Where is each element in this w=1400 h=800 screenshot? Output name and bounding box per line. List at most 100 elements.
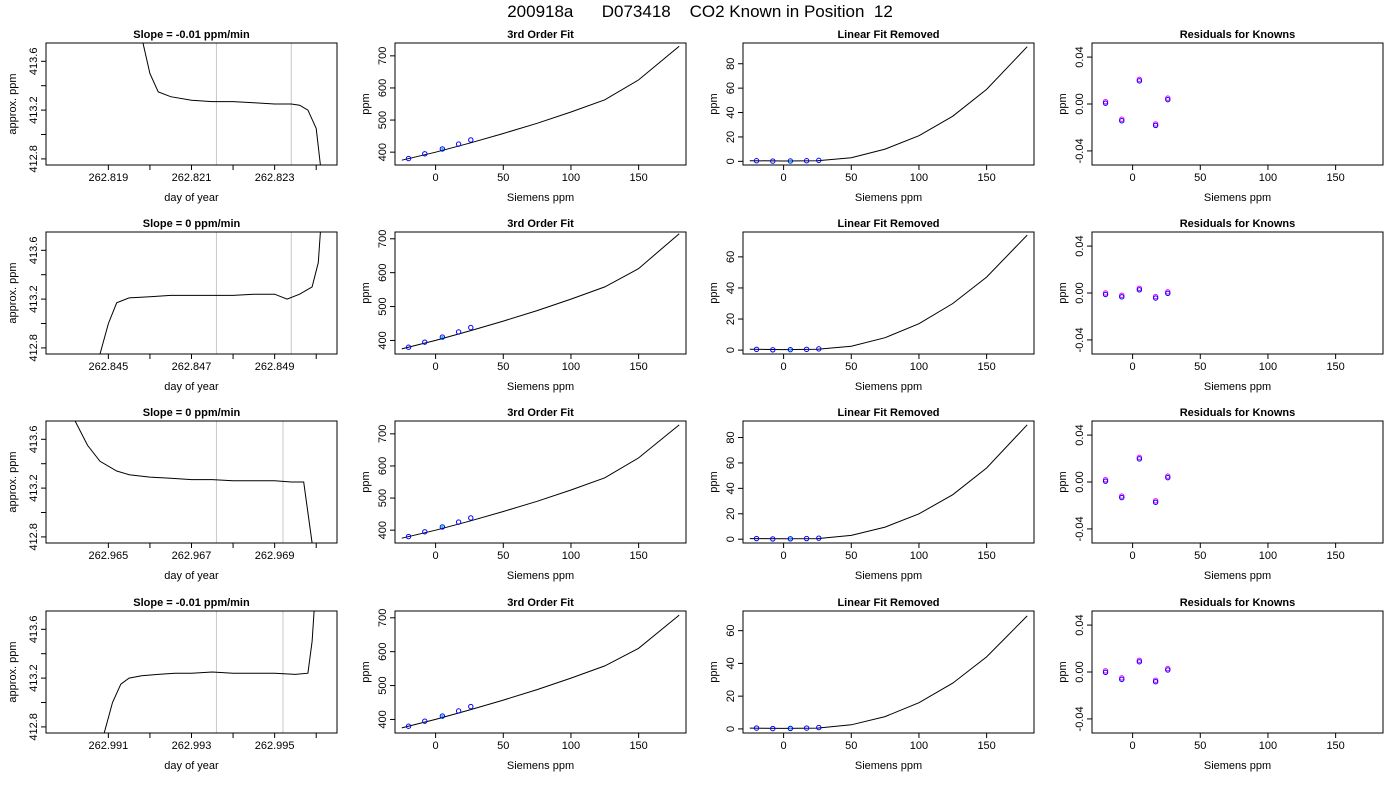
data-point xyxy=(1102,669,1109,676)
y-tick-label: 20 xyxy=(725,313,737,325)
x-tick-label: 100 xyxy=(1259,740,1277,752)
y-tick-label: 500 xyxy=(377,111,389,129)
y-tick-label: -0.04 xyxy=(1074,706,1086,731)
x-axis-label: day of year xyxy=(164,570,219,582)
y-tick-label: 20 xyxy=(725,690,737,702)
plot-frame xyxy=(45,231,338,355)
chart-panel-r1c1: 3rd Order Fit 0 50 100 150 400 500 600 700 Siemen… xyxy=(360,218,687,393)
x-tick-label: 150 xyxy=(977,740,995,752)
x-tick-label: 50 xyxy=(497,740,509,752)
data-point xyxy=(753,535,760,542)
data-point xyxy=(439,334,446,340)
x-axis-label: Siemens ppm xyxy=(507,192,574,204)
y-tick-label: 600 xyxy=(377,79,389,97)
y-tick-label: -0.04 xyxy=(1074,327,1086,352)
x-axis-label: Siemens ppm xyxy=(855,381,922,393)
plot-area xyxy=(142,43,321,165)
data-point xyxy=(787,536,794,542)
x-tick-label: 150 xyxy=(629,740,647,752)
chart-title: Linear Fit Removed xyxy=(837,29,939,41)
x-axis-label: day of year xyxy=(164,381,219,393)
x-tick-label: 150 xyxy=(1326,361,1344,373)
data-point xyxy=(405,723,412,729)
x-axis-label: Siemens ppm xyxy=(855,570,922,582)
y-tick-label: 400 xyxy=(377,710,389,728)
fit-curve xyxy=(749,234,1028,351)
plot-area xyxy=(749,615,1028,732)
y-tick-label: 0.00 xyxy=(1074,661,1086,682)
x-axis-label: Siemens ppm xyxy=(507,760,574,772)
y-axis-label: approx. ppm xyxy=(7,451,19,512)
y-axis-label: approx. ppm xyxy=(7,73,19,134)
series-line xyxy=(99,232,321,354)
data-point xyxy=(1136,456,1143,462)
x-tick-label: 100 xyxy=(1259,361,1277,373)
data-point xyxy=(787,346,794,353)
x-tick-label: 100 xyxy=(1259,550,1277,562)
data-point xyxy=(753,346,760,353)
y-tick-label: 0.00 xyxy=(1074,93,1086,114)
data-point xyxy=(1119,118,1125,124)
x-tick-label: 150 xyxy=(629,550,647,562)
chart-panel-r2c1: 3rd Order Fit 0 50 100 150 400 500 600 700 Siemen… xyxy=(360,407,687,582)
chart-title: Residuals for Knowns xyxy=(1180,218,1296,230)
y-tick-label: 60 xyxy=(725,82,737,94)
x-tick-label: 50 xyxy=(497,172,509,184)
plot-frame xyxy=(394,42,687,166)
x-tick-label: 262.995 xyxy=(255,740,295,752)
fit-curve xyxy=(401,614,680,729)
data-point xyxy=(803,725,810,731)
figure-title: 200918a D073418 CO2 Known in Position 12 xyxy=(507,2,893,21)
y-tick-label: 413.2 xyxy=(28,664,40,692)
chart-panel-r1c0: Slope = 0 ppm/min 262.845 262.847 262.849 41… xyxy=(7,218,338,393)
plot-frame xyxy=(1091,42,1384,166)
y-axis-label: approx. ppm xyxy=(7,262,19,323)
plot-area xyxy=(401,614,680,729)
x-tick-label: 262.847 xyxy=(172,361,212,373)
x-tick-label: 262.969 xyxy=(255,550,295,562)
y-tick-label: 413.2 xyxy=(28,285,40,313)
data-point xyxy=(1165,290,1171,297)
data-point xyxy=(439,146,446,152)
y-tick-label: 700 xyxy=(377,609,389,627)
data-point xyxy=(1102,291,1109,298)
x-tick-label: 150 xyxy=(977,550,995,562)
x-tick-label: 100 xyxy=(910,740,928,752)
y-axis-label: ppm xyxy=(708,93,720,114)
x-axis-label: Siemens ppm xyxy=(855,760,922,772)
data-point xyxy=(1152,295,1159,301)
data-point xyxy=(468,703,474,710)
x-tick-label: 50 xyxy=(497,361,509,373)
y-tick-label: 412.8 xyxy=(28,523,40,551)
x-tick-label: 0 xyxy=(433,361,439,373)
y-tick-label: 60 xyxy=(725,457,737,469)
x-axis-label: Siemens ppm xyxy=(507,570,574,582)
x-tick-label: 150 xyxy=(1326,550,1344,562)
y-tick-label: 600 xyxy=(377,642,389,660)
y-tick-label: 413.6 xyxy=(28,237,40,265)
y-tick-label: 20 xyxy=(725,131,737,143)
y-tick-label: 500 xyxy=(377,489,389,507)
data-point xyxy=(405,344,412,350)
y-tick-label: 0.04 xyxy=(1074,614,1086,635)
data-point xyxy=(789,727,792,730)
chart-title: Residuals for Knowns xyxy=(1180,29,1296,41)
x-tick-label: 150 xyxy=(629,361,647,373)
x-tick-label: 0 xyxy=(781,172,787,184)
y-tick-label: 412.8 xyxy=(28,145,40,173)
plot-area xyxy=(74,421,313,543)
y-tick-label: 60 xyxy=(725,625,737,637)
plot-frame xyxy=(394,610,687,734)
plot-frame xyxy=(1091,610,1384,734)
x-tick-label: 100 xyxy=(562,172,580,184)
plot-frame xyxy=(45,42,338,166)
x-tick-label: 50 xyxy=(845,550,857,562)
x-tick-label: 0 xyxy=(433,550,439,562)
data-point xyxy=(1119,494,1125,501)
data-point xyxy=(789,537,792,541)
x-tick-label: 150 xyxy=(1326,172,1344,184)
y-tick-label: -0.04 xyxy=(1074,516,1086,541)
x-tick-label: 100 xyxy=(910,550,928,562)
y-axis-label: ppm xyxy=(1057,661,1069,682)
x-tick-label: 0 xyxy=(433,172,439,184)
